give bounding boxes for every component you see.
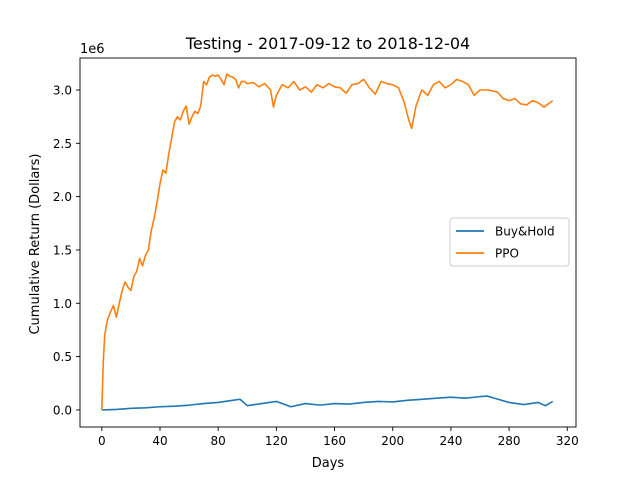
x-tick-label: 0 xyxy=(98,434,106,448)
y-tick-label: 2.0 xyxy=(53,190,72,204)
y-tick-label: 3.0 xyxy=(53,83,72,97)
series-line-buy-and-hold xyxy=(101,395,554,411)
plot-area: 0 40 80 120 160 200 240 280 320 0.0 0.5 1.0 1.5 2.0 2.… xyxy=(53,57,579,448)
x-axis-label: Days xyxy=(312,456,345,471)
x-tick-label: 200 xyxy=(381,434,404,448)
chart-title: Testing - 2017-09-12 to 2018-12-04 xyxy=(185,34,470,53)
legend-label-ppo: PPO xyxy=(495,247,519,261)
x-tick-label: 40 xyxy=(152,434,167,448)
x-tick-label: 80 xyxy=(211,434,226,448)
x-tick-label: 160 xyxy=(323,434,346,448)
x-tick-label: 320 xyxy=(556,434,579,448)
y-axis-label: Cumulative Return (Dollars) xyxy=(28,153,43,334)
y-tick-label: 1.5 xyxy=(53,243,72,257)
y-tick-label: 0.0 xyxy=(53,403,72,417)
legend-box xyxy=(449,217,570,267)
y-tick-label: 2.5 xyxy=(53,137,72,151)
y-tick-label: 1.0 xyxy=(53,297,72,311)
x-tick-label: 120 xyxy=(265,434,288,448)
y-tick-label: 0.5 xyxy=(53,350,72,364)
x-tick-label: 240 xyxy=(439,434,462,448)
legend: Buy&Hold PPO xyxy=(449,217,570,267)
y-axis-offset-label: 1e6 xyxy=(80,42,105,57)
series-line-ppo xyxy=(101,73,554,410)
x-tick-label: 280 xyxy=(498,434,521,448)
axes-frame xyxy=(79,57,577,428)
legend-label-buy-and-hold: Buy&Hold xyxy=(495,225,555,239)
